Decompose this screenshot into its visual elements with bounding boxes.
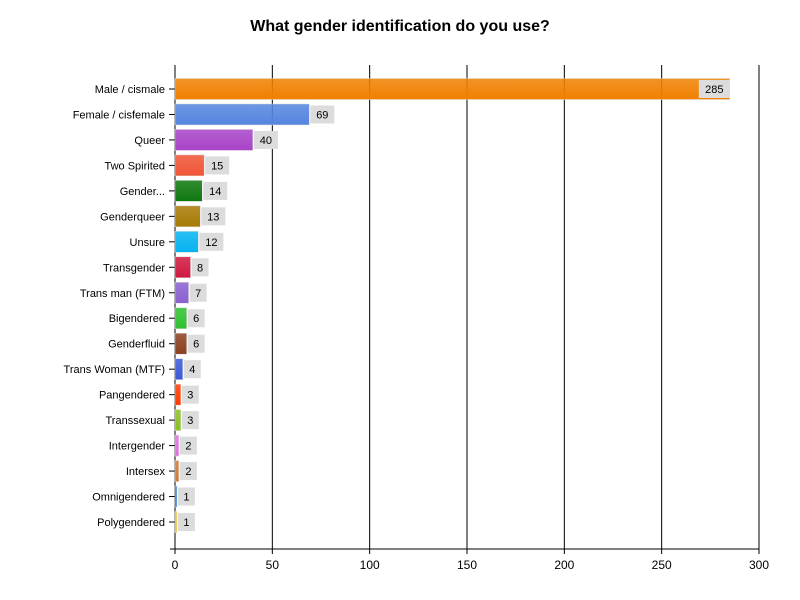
bar: [174, 129, 254, 151]
x-tick-label: 250: [652, 558, 672, 572]
category-label: Unsure: [130, 237, 165, 249]
bar: [174, 434, 180, 457]
data-label: 3: [187, 390, 193, 402]
bar: [174, 358, 184, 380]
data-label: 14: [209, 186, 221, 198]
chart-title: What gender identification do you use?: [250, 18, 550, 35]
category-label: Omnigendered: [92, 492, 165, 504]
data-label-box: [310, 105, 335, 124]
data-label: 7: [195, 288, 201, 300]
category-label: Trans man (FTM): [80, 288, 165, 300]
category-label: Trans Woman (MTF): [64, 364, 165, 376]
bar: [174, 409, 182, 431]
category-label: Pangendered: [99, 390, 165, 402]
category-label: Queer: [134, 135, 165, 147]
x-tick-label: 100: [360, 558, 380, 572]
data-label: 8: [197, 262, 203, 274]
bar: [174, 231, 199, 253]
data-label-box: [203, 181, 228, 200]
data-label: 69: [316, 109, 328, 121]
bar: [174, 460, 180, 482]
category-label: Genderfluid: [108, 339, 165, 351]
bar: [174, 154, 205, 177]
bar: [174, 383, 182, 406]
category-label: Transgender: [103, 262, 165, 274]
x-tick-label: 150: [457, 558, 477, 572]
bar: [174, 511, 178, 533]
bar: [174, 103, 310, 126]
x-tick-label: 300: [749, 558, 769, 572]
data-label-box: [205, 156, 230, 175]
data-label-box: [179, 462, 197, 481]
data-label: 40: [260, 135, 272, 147]
data-label: 1: [183, 517, 189, 529]
data-label-box: [191, 258, 209, 277]
data-label: 2: [185, 466, 191, 478]
data-label: 285: [705, 84, 723, 96]
data-label: 2: [185, 441, 191, 453]
bar: [174, 332, 187, 355]
data-label-box: [177, 487, 195, 506]
x-tick-label: 50: [266, 558, 280, 572]
bar: [174, 180, 203, 202]
category-label: Gender...: [120, 186, 165, 198]
data-label: 1: [183, 492, 189, 504]
data-label-box: [177, 513, 195, 531]
x-tick-label: 200: [554, 558, 574, 572]
bar: [174, 256, 191, 279]
data-label-box: [199, 232, 224, 251]
data-label: 12: [205, 237, 217, 249]
data-label: 6: [193, 313, 199, 325]
data-label: 13: [207, 211, 219, 223]
data-label-box: [201, 207, 226, 226]
bar: [174, 78, 731, 100]
data-label: 6: [193, 339, 199, 351]
bar: [174, 205, 201, 228]
category-label: Intergender: [109, 441, 166, 453]
category-label: Two Spirited: [104, 160, 165, 172]
data-label: 15: [211, 160, 223, 172]
category-label: Bigendered: [109, 313, 165, 325]
category-label: Male / cismale: [95, 84, 165, 96]
data-label-box: [253, 130, 278, 149]
category-label: Transsexual: [105, 415, 165, 427]
data-label-box: [181, 411, 199, 430]
category-label: Female / cisfemale: [73, 109, 165, 121]
data-label-box: [187, 309, 205, 328]
bar: [174, 307, 187, 329]
bar: [174, 282, 189, 304]
data-label-box: [698, 80, 730, 98]
data-label-box: [189, 283, 207, 302]
data-label-box: [181, 385, 199, 404]
data-label-box: [187, 334, 205, 353]
data-label-box: [179, 436, 197, 455]
category-label: Intersex: [126, 466, 166, 478]
data-label: 3: [187, 415, 193, 427]
bar: [174, 485, 178, 508]
x-tick-label: 0: [172, 558, 179, 572]
category-label: Polygendered: [97, 517, 165, 529]
data-label: 4: [189, 364, 195, 376]
data-label-box: [183, 360, 201, 379]
category-label: Genderqueer: [100, 211, 165, 223]
